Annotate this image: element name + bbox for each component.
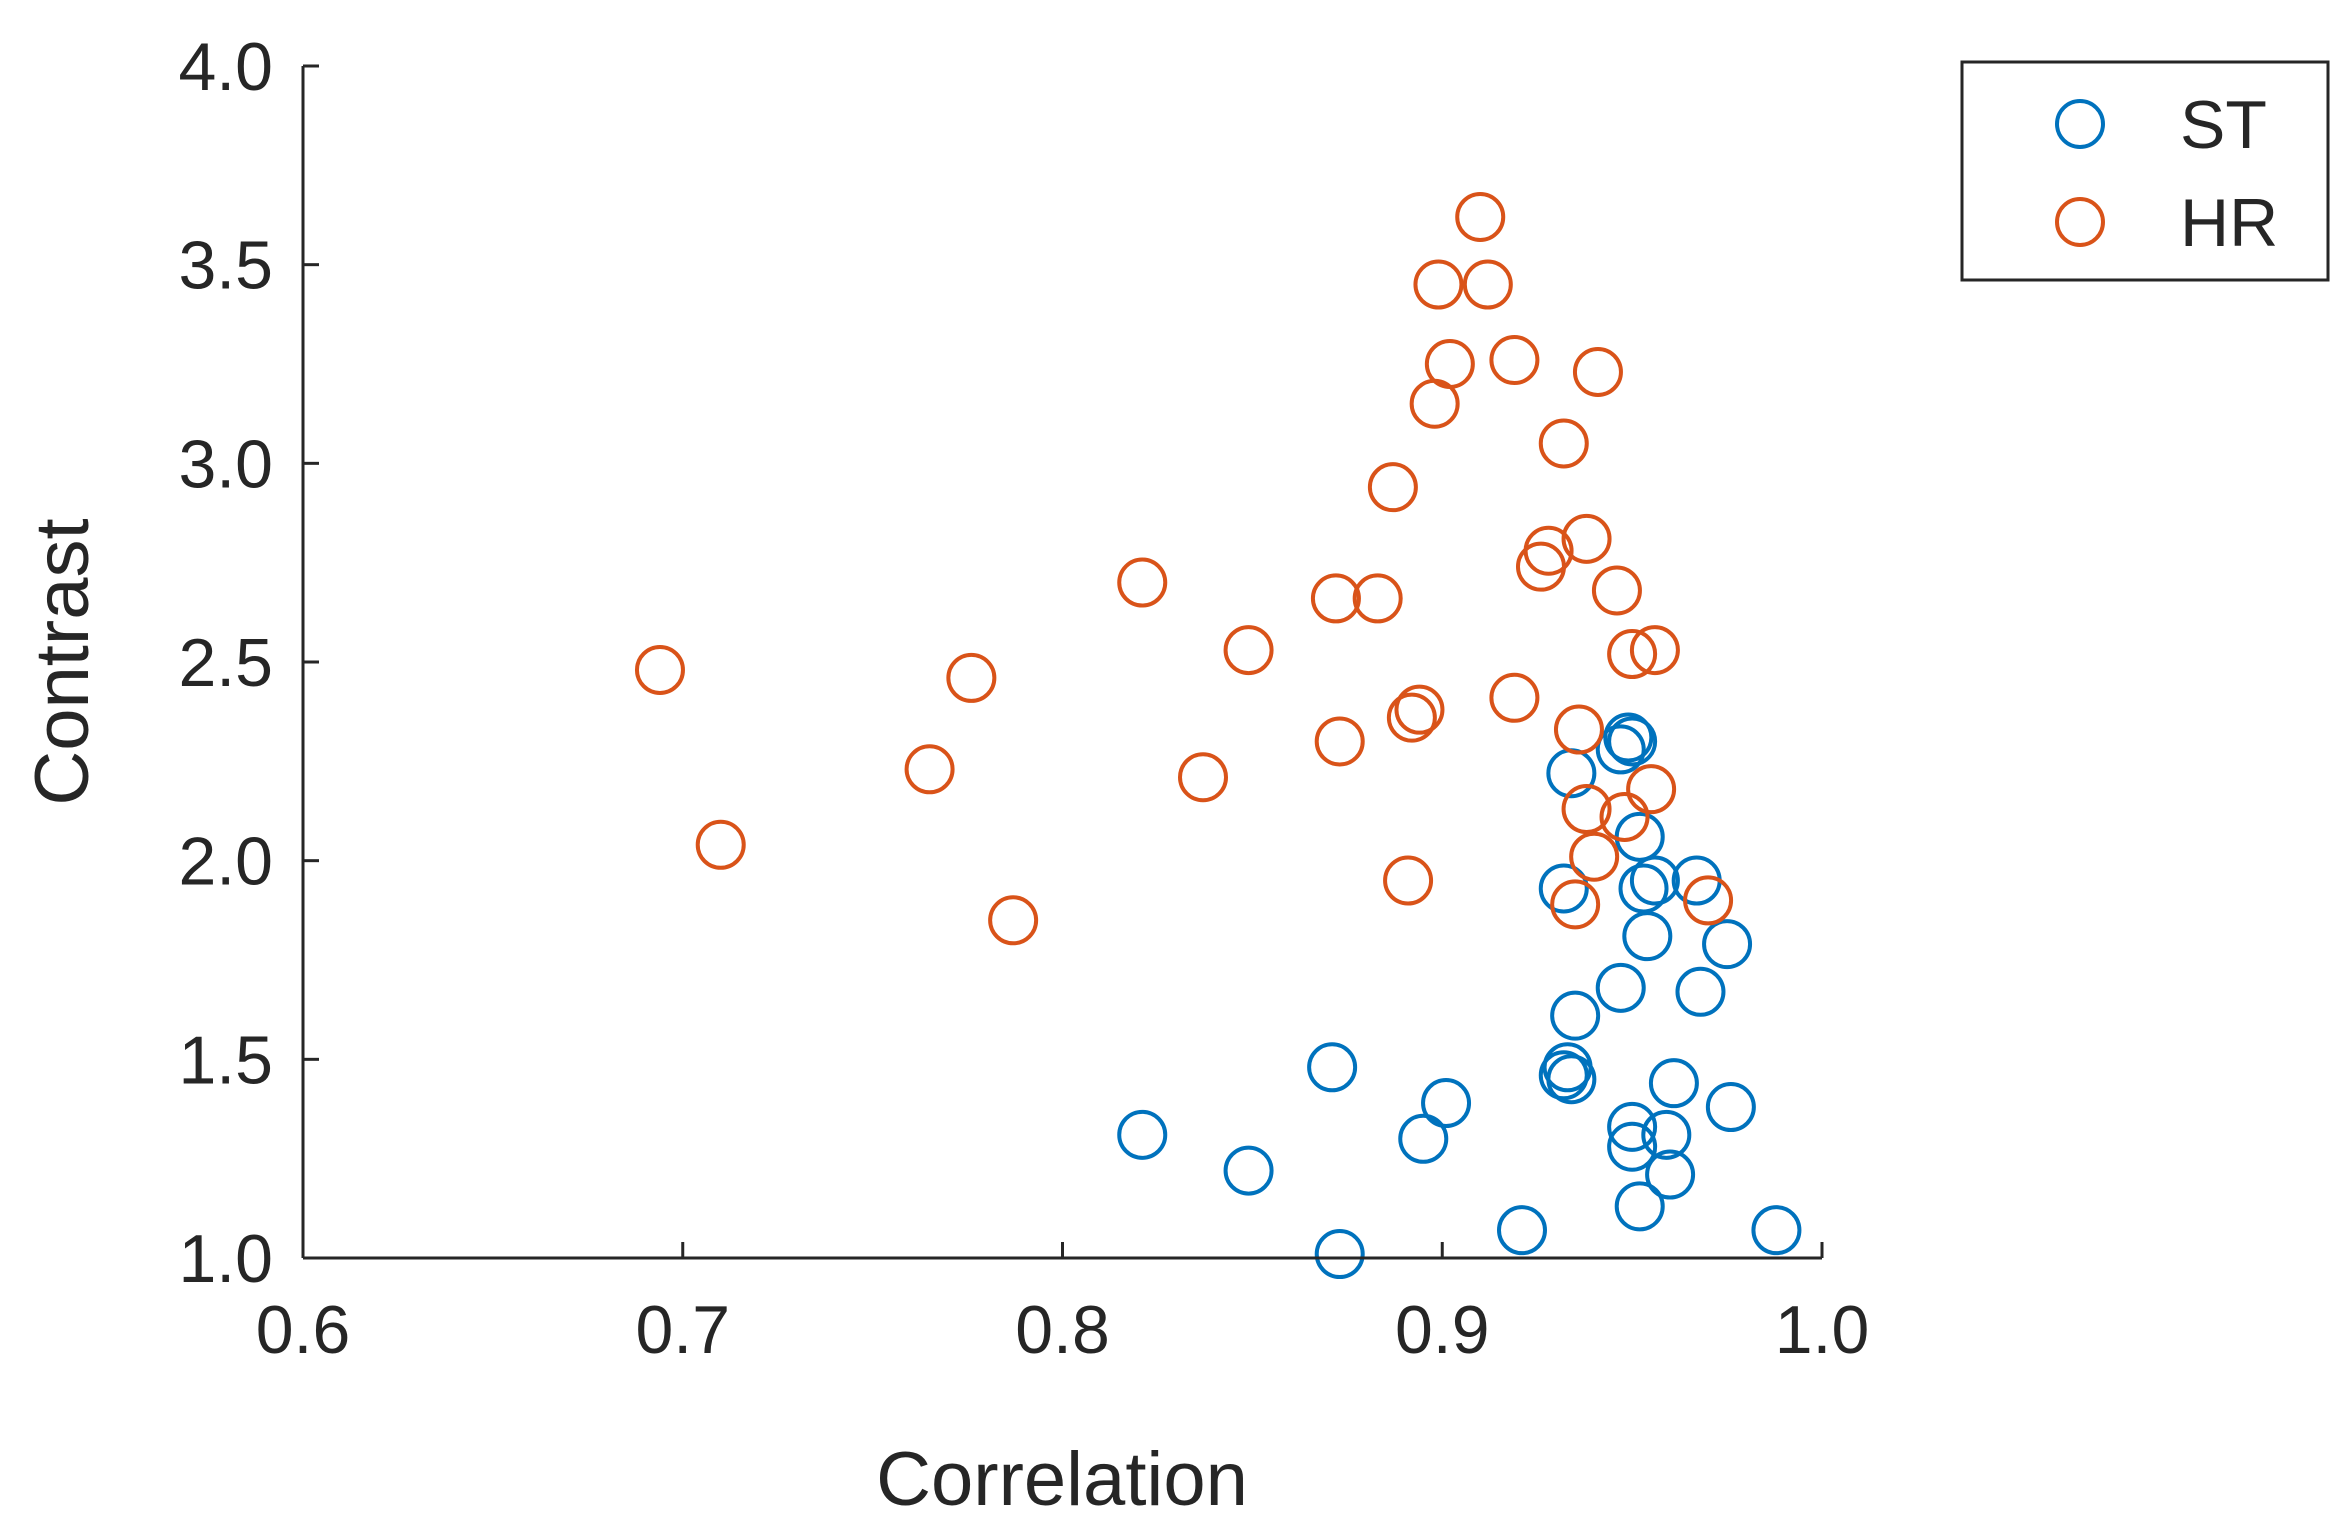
data-point-st bbox=[1550, 990, 1601, 1041]
data-point-hr bbox=[1223, 625, 1274, 676]
y-tick-label: 3.5 bbox=[178, 228, 273, 304]
y-tick-label: 3.0 bbox=[178, 426, 273, 502]
data-point-st bbox=[1645, 1149, 1696, 1200]
data-point-hr bbox=[1523, 525, 1574, 576]
data-point-hr bbox=[946, 652, 997, 703]
data-point-hr bbox=[1561, 513, 1612, 564]
data-point-hr bbox=[1117, 557, 1168, 608]
data-point-hr bbox=[1383, 855, 1434, 906]
data-point-hr bbox=[1550, 879, 1601, 930]
data-point-st bbox=[1595, 962, 1646, 1013]
data-point-st bbox=[1595, 724, 1646, 775]
data-point-st bbox=[1607, 1101, 1658, 1152]
points-layer bbox=[634, 191, 1802, 1280]
y-tick-label: 1.5 bbox=[178, 1022, 273, 1098]
data-point-hr bbox=[988, 895, 1039, 946]
y-tick-label: 4.0 bbox=[178, 29, 273, 105]
legend-label-hr: HR bbox=[2180, 185, 2278, 261]
data-point-hr bbox=[1683, 875, 1734, 926]
x-tick-label: 0.8 bbox=[1015, 1292, 1110, 1368]
data-point-st bbox=[1641, 1109, 1692, 1160]
data-point-st bbox=[1751, 1205, 1802, 1256]
data-point-st bbox=[1603, 712, 1654, 763]
data-point-hr bbox=[1607, 629, 1658, 680]
data-point-st bbox=[1614, 811, 1665, 862]
y-axis-label: Contrast bbox=[20, 518, 105, 805]
data-point-st bbox=[1223, 1145, 1274, 1196]
data-point-st bbox=[1702, 919, 1753, 970]
data-point-st bbox=[1705, 1082, 1756, 1133]
data-point-st bbox=[1675, 966, 1726, 1017]
y-tick-label: 1.0 bbox=[178, 1221, 273, 1297]
series-hr bbox=[634, 191, 1734, 946]
data-point-st bbox=[1398, 1113, 1449, 1164]
data-point-hr bbox=[1553, 704, 1604, 755]
data-point-st bbox=[1496, 1205, 1547, 1256]
data-point-hr bbox=[695, 819, 746, 870]
data-point-hr bbox=[1572, 346, 1623, 397]
data-point-st bbox=[1307, 1042, 1358, 1093]
data-point-st bbox=[1538, 863, 1589, 914]
data-point-hr bbox=[904, 744, 955, 795]
legend: ST HR bbox=[1960, 60, 2330, 282]
data-point-hr bbox=[1626, 764, 1677, 815]
data-point-hr bbox=[1489, 672, 1540, 723]
data-point-hr bbox=[1455, 191, 1506, 242]
data-point-st bbox=[1117, 1109, 1168, 1160]
data-point-st bbox=[1629, 855, 1680, 906]
legend-marker-st bbox=[2055, 99, 2105, 149]
data-point-st bbox=[1622, 911, 1673, 962]
x-tick-label: 0.7 bbox=[635, 1292, 730, 1368]
x-tick-label: 1.0 bbox=[1775, 1292, 1870, 1368]
y-ticks: 1.0 1.5 2.0 2.5 3.0 3.5 4.0 bbox=[178, 29, 319, 1297]
x-ticks: 0.6 0.7 0.8 0.9 1.0 bbox=[256, 1242, 1870, 1368]
x-tick-label: 0.9 bbox=[1395, 1292, 1490, 1368]
data-point-hr bbox=[1386, 692, 1437, 743]
data-point-st bbox=[1421, 1078, 1472, 1129]
data-point-hr bbox=[1314, 716, 1365, 767]
legend-marker-hr bbox=[2055, 197, 2105, 247]
data-point-hr bbox=[1591, 565, 1642, 616]
data-point-hr bbox=[1310, 573, 1361, 624]
data-point-hr bbox=[1367, 462, 1418, 513]
x-axis-label: Correlation bbox=[876, 1437, 1248, 1522]
data-point-hr bbox=[1424, 339, 1475, 389]
legend-label-st: ST bbox=[2180, 87, 2267, 163]
data-point-hr bbox=[634, 644, 685, 695]
data-point-hr bbox=[1394, 684, 1445, 735]
data-point-st bbox=[1607, 1121, 1658, 1172]
x-tick-label: 0.6 bbox=[256, 1292, 351, 1368]
data-point-hr bbox=[1178, 752, 1229, 803]
data-point-hr bbox=[1599, 791, 1650, 842]
series-st bbox=[1117, 712, 1802, 1280]
data-point-st bbox=[1538, 1050, 1589, 1101]
data-point-st bbox=[1546, 1054, 1597, 1105]
data-point-st bbox=[1314, 1229, 1365, 1280]
data-point-hr bbox=[1462, 259, 1513, 310]
data-point-st bbox=[1614, 1181, 1665, 1232]
data-point-st bbox=[1648, 1058, 1699, 1109]
data-point-hr bbox=[1538, 418, 1589, 469]
data-point-hr bbox=[1352, 573, 1403, 624]
data-point-hr bbox=[1413, 259, 1464, 310]
data-point-st bbox=[1607, 716, 1658, 767]
y-tick-label: 2.5 bbox=[178, 625, 273, 701]
legend-box bbox=[1960, 60, 2330, 282]
y-tick-label: 2.0 bbox=[178, 824, 273, 900]
data-point-hr bbox=[1569, 831, 1620, 882]
data-point-hr bbox=[1489, 335, 1540, 386]
data-point-hr bbox=[1561, 784, 1612, 835]
data-point-hr bbox=[1629, 625, 1680, 676]
